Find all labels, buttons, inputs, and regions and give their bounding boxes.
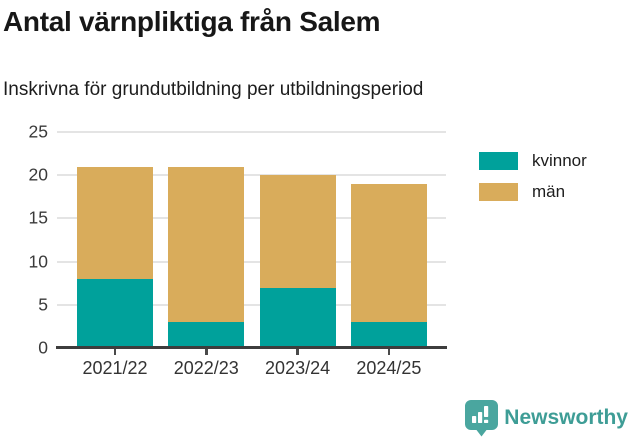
y-axis-label-5: 5 — [38, 294, 48, 315]
bar-2024/25-kvinnor — [350, 322, 427, 348]
legend-swatch-män — [479, 183, 518, 201]
bar-2021/22-män — [77, 166, 153, 279]
legend-item-män: män — [479, 182, 587, 202]
x-tick-2022/23 — [205, 349, 208, 355]
gridline-15 — [57, 217, 446, 220]
legend-label-män: män — [532, 182, 566, 201]
chart-title: Antal värnpliktiga från Salem — [3, 6, 381, 37]
bar-2024/25-män — [350, 183, 427, 323]
bar-2022/23-kvinnor — [168, 322, 245, 348]
x-tick-2023/24 — [296, 349, 299, 355]
legend-item-kvinnor: kvinnor — [479, 151, 587, 171]
gridline-20 — [57, 174, 446, 177]
gridline-25 — [57, 131, 446, 133]
y-axis-label-20: 20 — [28, 164, 48, 185]
x-axis-label-2024/25: 2024/25 — [356, 358, 422, 378]
gridline-5 — [57, 303, 446, 306]
y-axis-label-15: 15 — [28, 207, 48, 228]
newsworthy-logo-icon — [465, 400, 499, 437]
legend-label-kvinnor: kvinnor — [532, 151, 587, 170]
x-axis-label-2022/23: 2022/23 — [173, 358, 239, 378]
x-tick-2021/22 — [113, 349, 117, 355]
x-tick-2024/25 — [387, 349, 391, 355]
bar-2021/22-kvinnor — [77, 278, 153, 348]
y-axis-label-10: 10 — [28, 251, 48, 272]
bar-2022/23-män — [168, 166, 245, 323]
x-axis-label-2021/22: 2021/22 — [82, 358, 148, 378]
bar-2023/24-kvinnor — [259, 287, 336, 348]
x-axis-line — [56, 346, 447, 349]
legend: kvinnor män — [479, 151, 587, 213]
plot-area: 2021/22 2022/23 2023/24 2024/25 0 5 10 15 20 25 — [29, 122, 447, 378]
x-axis-label-2023/24: 2023/24 — [265, 358, 331, 378]
y-axis-label-25: 25 — [28, 121, 48, 142]
chart-subtitle: Inskrivna för grundutbildning per utbild… — [3, 79, 424, 100]
gridline-10 — [57, 260, 446, 263]
brand-name: Newsworthy — [504, 406, 628, 429]
legend-swatch-kvinnor — [479, 152, 518, 170]
brand-footer: Newsworthy — [464, 399, 628, 437]
bar-2023/24-män — [259, 175, 336, 288]
y-axis-label-0: 0 — [38, 337, 48, 358]
